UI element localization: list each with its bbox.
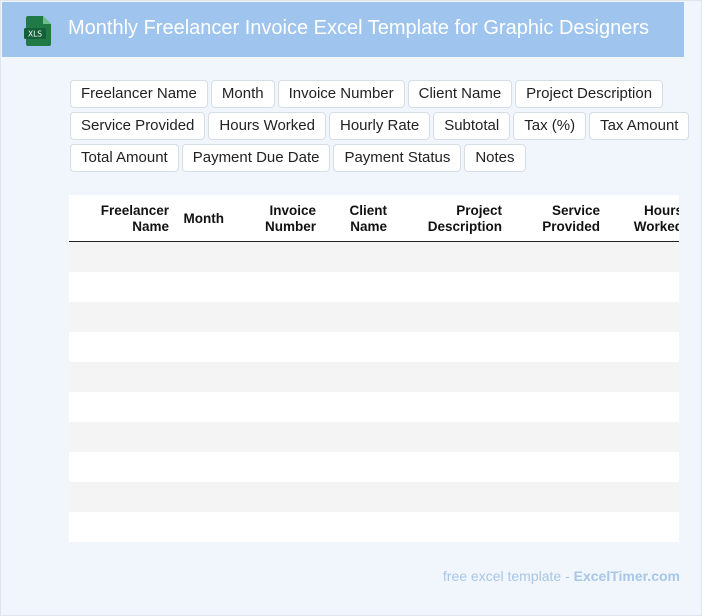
column-header: Project Description bbox=[428, 203, 502, 235]
field-chip[interactable]: Invoice Number bbox=[277, 80, 405, 108]
table-row bbox=[69, 242, 679, 272]
column-header-line: Service bbox=[551, 203, 600, 218]
table-row bbox=[69, 272, 679, 302]
xls-icon-text: XLS bbox=[28, 30, 42, 39]
field-chip[interactable]: Service Provided bbox=[70, 112, 206, 140]
column-header-line: Client bbox=[349, 203, 387, 218]
column-header: Service Provided bbox=[542, 203, 600, 235]
column-header-line: Name bbox=[350, 219, 387, 234]
column-header-line: Freelancer bbox=[100, 203, 169, 218]
field-chip[interactable]: Hourly Rate bbox=[328, 112, 431, 140]
header-bar: XLS Monthly Freelancer Invoice Excel Tem… bbox=[2, 2, 684, 57]
column-header-line: Name bbox=[132, 219, 169, 234]
field-chip[interactable]: Project Description bbox=[515, 80, 664, 108]
field-chip[interactable]: Total Amount bbox=[70, 144, 179, 172]
footer-credit: free excel template - ExcelTimer.com bbox=[443, 568, 680, 584]
field-chip[interactable]: Client Name bbox=[407, 80, 513, 108]
field-chip-list: Freelancer Name Month Invoice Number Client… bbox=[70, 80, 690, 172]
field-chip[interactable]: Tax (%) bbox=[513, 112, 587, 140]
table-row bbox=[69, 302, 679, 332]
column-header-line: Provided bbox=[542, 219, 600, 234]
table-header-row: Freelancer Name Month Invoice Number Client Na… bbox=[69, 195, 679, 242]
column-header-line: Description bbox=[427, 219, 502, 234]
column-header-line: Number bbox=[264, 219, 316, 234]
table-row bbox=[69, 362, 679, 392]
field-chip[interactable]: Tax Amount bbox=[589, 112, 690, 140]
column-header-line: Invoice bbox=[269, 203, 316, 218]
table-row bbox=[69, 332, 679, 362]
invoice-table: Freelancer Name Month Invoice Number Client Na… bbox=[69, 195, 679, 542]
table-row bbox=[69, 512, 679, 542]
column-header: Freelancer Name bbox=[101, 203, 169, 235]
column-header: Month bbox=[184, 211, 224, 227]
field-chip[interactable]: Hours Worked bbox=[208, 112, 326, 140]
column-header: Client Name bbox=[349, 203, 387, 235]
table-row bbox=[69, 482, 679, 512]
field-chip[interactable]: Month bbox=[210, 80, 275, 108]
field-chip[interactable]: Freelancer Name bbox=[70, 80, 208, 108]
column-header-line: Worked bbox=[633, 219, 679, 234]
field-chip[interactable]: Payment Due Date bbox=[181, 144, 331, 172]
page-title: Monthly Freelancer Invoice Excel Templat… bbox=[68, 17, 649, 39]
table-row bbox=[69, 392, 679, 422]
footer-label: free excel template - bbox=[442, 568, 570, 584]
field-chip[interactable]: Payment Status bbox=[333, 144, 462, 172]
column-header: Invoice Number bbox=[265, 203, 316, 235]
table-row bbox=[69, 452, 679, 482]
column-header-line: Hours bbox=[643, 203, 679, 218]
column-header-line: Month bbox=[183, 211, 224, 226]
column-header-line: Project bbox=[456, 203, 502, 218]
footer-brand-link[interactable]: ExcelTimer.com bbox=[573, 568, 680, 584]
field-chip[interactable]: Subtotal bbox=[433, 112, 511, 140]
table-row bbox=[69, 422, 679, 452]
field-chip[interactable]: Notes bbox=[464, 144, 526, 172]
xls-file-icon: XLS bbox=[24, 16, 51, 46]
